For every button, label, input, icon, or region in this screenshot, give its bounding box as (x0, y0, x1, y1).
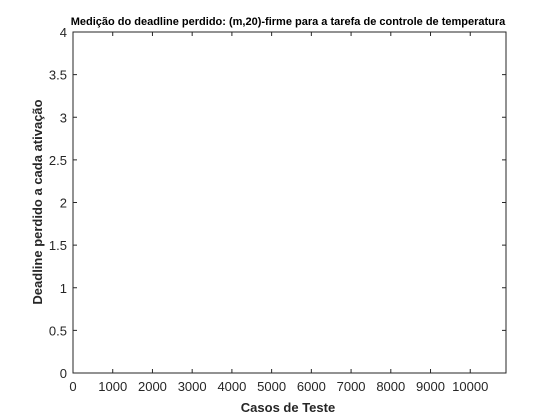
y-tick-label: 0.5 (49, 323, 67, 338)
x-tick-label: 3000 (178, 379, 207, 394)
x-axis-tick-labels: 0 1000 2000 3000 4000 5000 6000 7000 8000 9000 100… (69, 379, 488, 394)
y-tick-label: 1.5 (49, 238, 67, 253)
x-tick-label: 4000 (217, 379, 246, 394)
y-tick-label: 0 (60, 366, 67, 381)
x-tick-label: 2000 (138, 379, 167, 394)
x-tick-label: 10000 (452, 379, 488, 394)
y-tick-label: 2.5 (49, 153, 67, 168)
y-axis-tick-labels: 0 0.5 1 1.5 2 2.5 3 3.5 4 (49, 25, 67, 381)
y-axis-label: Deadline perdido a cada ativação (30, 99, 45, 304)
y-tick-label: 1 (60, 281, 67, 296)
y-tick-label: 3 (60, 110, 67, 125)
y-axis-ticks (73, 31, 506, 374)
x-tick-label: 9000 (416, 379, 445, 394)
x-tick-label: 1000 (98, 379, 127, 394)
plot-area (72, 31, 507, 374)
x-axis-label: Casos de Teste (241, 400, 335, 415)
y-tick-label: 2 (60, 196, 67, 211)
x-tick-label: 8000 (376, 379, 405, 394)
y-tick-label: 3.5 (49, 68, 67, 83)
x-tick-label: 6000 (297, 379, 326, 394)
chart-title: Medição do deadline perdido: (m,20)-firm… (71, 16, 506, 28)
x-tick-label: 5000 (257, 379, 286, 394)
x-axis-ticks (72, 32, 471, 373)
y-tick-label: 4 (60, 25, 67, 40)
x-tick-label: 7000 (337, 379, 366, 394)
x-tick-label: 0 (69, 379, 76, 394)
